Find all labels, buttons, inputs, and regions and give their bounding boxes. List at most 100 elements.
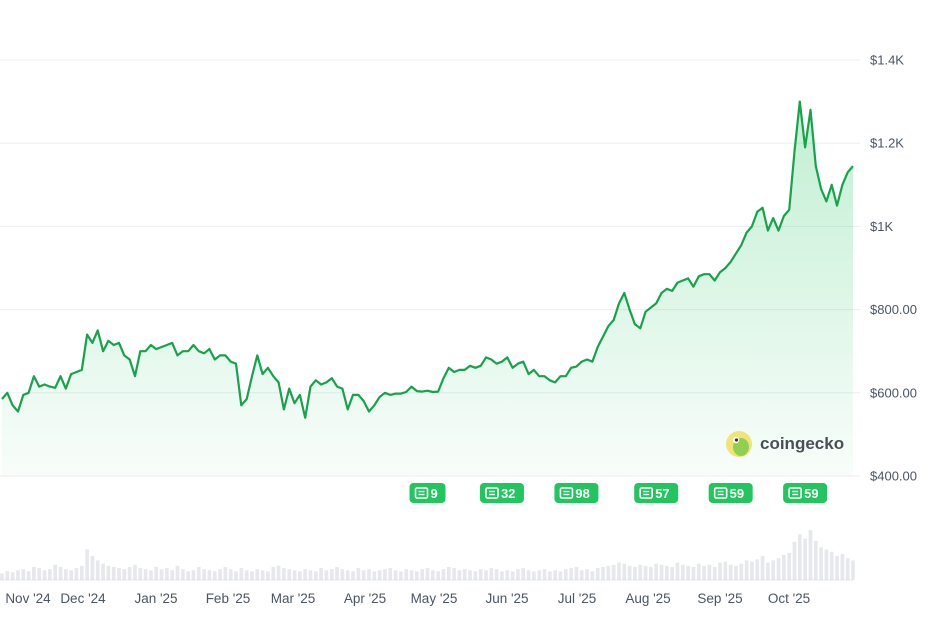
volume-bar	[723, 561, 728, 580]
news-marker[interactable]: 59	[783, 483, 828, 503]
volume-bar	[744, 560, 749, 580]
price-area-fill	[2, 101, 853, 476]
volume-bar	[760, 556, 765, 580]
volume-bar	[542, 569, 547, 580]
volume-bar	[165, 568, 169, 580]
volume-bar	[792, 541, 797, 580]
volume-bar	[835, 556, 839, 580]
volume-bar	[547, 571, 552, 580]
volume-bar	[680, 564, 685, 580]
volume-bar	[340, 569, 345, 580]
volume-bar	[712, 566, 717, 580]
y-tick-label: $800.00	[870, 302, 917, 317]
news-count: 57	[655, 486, 669, 501]
volume-bar	[446, 566, 451, 580]
volume-bar	[154, 566, 159, 580]
newspaper-icon	[485, 487, 499, 499]
x-tick-label: Sep '25	[697, 591, 742, 606]
news-marker[interactable]: 9	[409, 483, 446, 503]
volume-bar	[32, 566, 36, 580]
y-tick-label: $1.4K	[870, 53, 904, 68]
volume-bar	[90, 556, 95, 580]
volume-bar	[462, 569, 467, 580]
volume-bar	[649, 566, 653, 580]
volume-bar	[755, 559, 760, 580]
x-tick-label: Feb '25	[206, 591, 251, 606]
volume-bar	[228, 569, 233, 580]
news-marker[interactable]: 59	[708, 483, 753, 503]
volume-bar	[234, 571, 238, 580]
news-marker[interactable]: 98	[554, 483, 599, 503]
price-line[interactable]	[1, 100, 854, 419]
x-tick-label: Jun '25	[485, 591, 528, 606]
x-tick-label: Oct '25	[768, 591, 810, 606]
volume-bar	[468, 570, 472, 580]
volume-bar	[356, 568, 361, 580]
volume-bar	[345, 570, 350, 580]
volume-bar	[638, 564, 643, 580]
volume-bar	[574, 566, 579, 580]
volume-bar	[21, 569, 26, 580]
volume-bar	[686, 565, 690, 580]
x-tick-label: Dec '24	[60, 591, 106, 606]
newspaper-icon	[713, 487, 728, 499]
volume-bar	[79, 565, 84, 580]
volume-bar	[266, 571, 270, 580]
newspaper-icon	[559, 487, 574, 499]
newspaper-icon	[788, 487, 802, 499]
volume-bar	[239, 568, 244, 580]
volume-bar	[16, 570, 20, 580]
y-tick-label: $1K	[870, 219, 893, 234]
volume-bar	[143, 569, 148, 580]
volume-bar	[5, 571, 10, 580]
volume-bar	[569, 568, 573, 580]
volume-bar	[803, 538, 807, 580]
y-tick-label: $600.00	[870, 385, 917, 400]
x-tick-label: Apr '25	[344, 591, 386, 606]
volume-bar	[191, 570, 196, 580]
volume-bar	[159, 569, 164, 580]
volume-bar	[117, 568, 121, 580]
volume-bar	[829, 551, 834, 580]
volume-bar	[404, 569, 409, 580]
volume-bar	[37, 568, 42, 580]
volume-bar	[766, 562, 770, 580]
news-marker[interactable]: 57	[634, 483, 679, 503]
volume-bar	[0, 573, 4, 580]
volume-bar	[537, 570, 542, 580]
price-area	[1, 100, 854, 476]
volume-bar	[633, 566, 637, 580]
volume-bar	[415, 571, 419, 580]
volume-bar	[298, 571, 302, 580]
news-marker[interactable]: 32	[479, 483, 524, 503]
volume-bar	[691, 566, 696, 580]
volume-bar	[696, 563, 701, 580]
volume-bar	[250, 571, 254, 580]
newspaper-icon	[414, 487, 429, 499]
volume-bar	[425, 568, 430, 580]
volume-bar	[361, 570, 366, 580]
volume-bar	[702, 565, 706, 580]
volume-bar	[329, 569, 334, 580]
volume-bar	[420, 569, 425, 580]
volume-bar	[196, 566, 201, 580]
x-tick-label: May '25	[411, 591, 458, 606]
volume-bar	[494, 569, 499, 580]
volume-bar	[170, 570, 175, 580]
y-tick-label: $400.00	[870, 469, 917, 484]
volume-bar	[787, 552, 792, 580]
volume-bar	[335, 566, 339, 580]
volume-bar	[595, 568, 600, 580]
volume-bar	[516, 569, 520, 580]
volume-bar	[441, 569, 446, 580]
volume-bar	[42, 570, 47, 580]
volume-bar	[388, 568, 393, 580]
volume-bar	[202, 569, 206, 580]
volume-bar	[149, 570, 153, 580]
volume-bar	[489, 568, 494, 580]
volume-bar	[409, 570, 414, 580]
volume-bar	[377, 570, 382, 580]
volume-bar	[654, 563, 659, 580]
volume-bar	[287, 569, 292, 580]
